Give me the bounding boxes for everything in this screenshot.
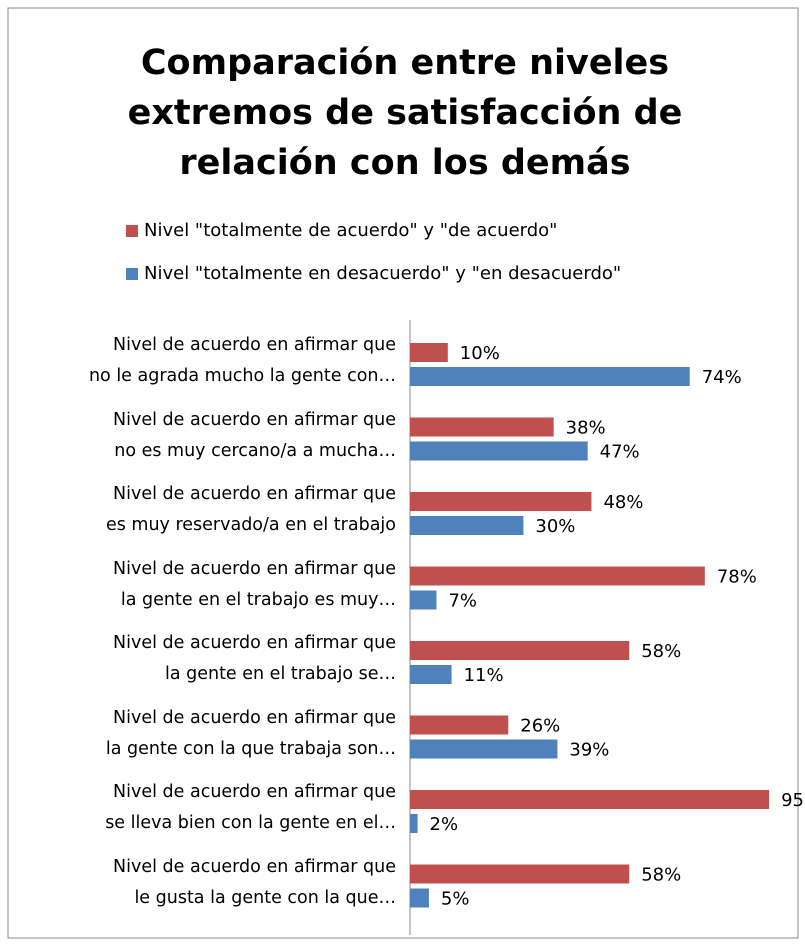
legend-label: Nivel "totalmente en desacuerdo" y "en d… xyxy=(144,263,621,284)
bar xyxy=(410,665,452,684)
category-label: Nivel de acuerdo en afirmar que no es mu… xyxy=(113,409,396,461)
bar xyxy=(410,441,588,461)
bar xyxy=(410,739,558,759)
legend-swatch xyxy=(126,268,138,280)
value-label: 7% xyxy=(448,591,477,612)
value-label: 74% xyxy=(702,367,742,388)
category-label: Nivel de acuerdo en afirmar que la gente… xyxy=(105,707,396,759)
bar xyxy=(410,417,554,437)
bar xyxy=(410,864,630,884)
bar xyxy=(410,641,630,660)
value-label: 78% xyxy=(717,567,757,588)
chart-frame xyxy=(7,7,799,939)
bar xyxy=(410,790,770,809)
value-label: 30% xyxy=(535,516,575,537)
chart-title: Comparación entre niveles extremos de sa… xyxy=(127,43,683,183)
category-label: Nivel de acuerdo en afirmar que la gente… xyxy=(113,558,396,610)
bar xyxy=(410,343,448,362)
value-label: 58% xyxy=(641,865,681,886)
bar xyxy=(410,888,429,908)
category-label: Nivel de acuerdo en afirmar que es muy r… xyxy=(105,484,396,535)
legend-swatch xyxy=(126,225,138,237)
bar xyxy=(410,814,418,833)
value-label: 95% xyxy=(781,790,805,811)
bar xyxy=(410,516,524,535)
category-label: Nivel de acuerdo en afirmar que no le ag… xyxy=(88,335,396,386)
value-label: 10% xyxy=(460,343,500,364)
value-label: 48% xyxy=(603,492,643,513)
value-label: 58% xyxy=(641,641,681,662)
value-label: 26% xyxy=(520,716,560,737)
value-label: 11% xyxy=(464,665,504,686)
category-label: Nivel de acuerdo en afirmar que le gusta… xyxy=(113,856,396,908)
category-label: Nivel de acuerdo en afirmar que la gente… xyxy=(113,633,396,684)
value-label: 5% xyxy=(441,889,470,910)
value-label: 38% xyxy=(566,418,606,439)
value-label: 47% xyxy=(600,442,640,463)
value-label: 39% xyxy=(569,740,609,761)
bar xyxy=(410,492,592,511)
bar xyxy=(410,715,509,735)
bar xyxy=(410,590,437,610)
bar xyxy=(410,566,705,586)
legend-label: Nivel "totalmente de acuerdo" y "de acue… xyxy=(144,220,557,241)
value-label: 2% xyxy=(430,814,459,835)
category-label: Nivel de acuerdo en afirmar que se lleva… xyxy=(105,782,396,833)
bar xyxy=(410,367,690,386)
